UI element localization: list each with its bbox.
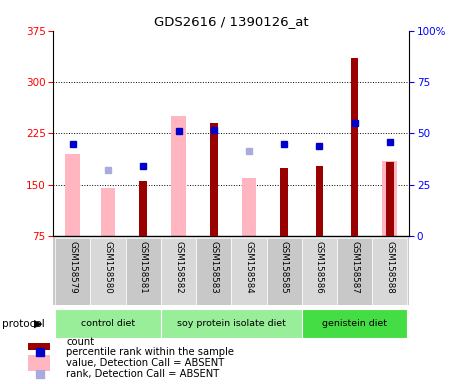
Text: soy protein isolate diet: soy protein isolate diet	[177, 319, 286, 328]
Bar	[171, 116, 186, 236]
Bar	[140, 181, 147, 236]
Text: count: count	[66, 337, 94, 347]
Bar	[266, 238, 302, 305]
Bar	[100, 188, 115, 236]
Text: GSM158585: GSM158585	[279, 242, 289, 294]
Bar	[386, 162, 394, 236]
Bar	[210, 123, 218, 236]
Bar	[126, 238, 161, 305]
Text: GSM158582: GSM158582	[174, 242, 183, 294]
Text: GSM158584: GSM158584	[245, 242, 253, 294]
Bar	[280, 168, 288, 236]
Bar	[196, 238, 231, 305]
Text: rank, Detection Call = ABSENT: rank, Detection Call = ABSENT	[66, 369, 219, 379]
Bar	[161, 238, 196, 305]
Text: GSM158580: GSM158580	[104, 242, 113, 294]
Text: GSM158586: GSM158586	[315, 242, 324, 294]
Bar	[91, 238, 126, 305]
Bar	[302, 309, 407, 338]
Bar	[316, 166, 323, 236]
Bar	[161, 309, 302, 338]
Bar	[55, 309, 161, 338]
Text: GSM158583: GSM158583	[209, 242, 218, 294]
Text: GSM158588: GSM158588	[385, 242, 394, 294]
Text: ▶: ▶	[33, 318, 42, 329]
Text: percentile rank within the sample: percentile rank within the sample	[66, 348, 234, 358]
Text: GSM158579: GSM158579	[68, 242, 77, 294]
Bar	[337, 238, 372, 305]
Bar	[351, 58, 359, 236]
Bar	[28, 334, 50, 349]
Bar	[241, 178, 256, 236]
Bar	[231, 238, 266, 305]
Bar	[302, 238, 337, 305]
Text: control diet: control diet	[81, 319, 135, 328]
Text: GSM158587: GSM158587	[350, 242, 359, 294]
Text: GSM158581: GSM158581	[139, 242, 148, 294]
Bar	[55, 238, 91, 305]
Title: GDS2616 / 1390126_at: GDS2616 / 1390126_at	[154, 15, 309, 28]
Bar	[66, 154, 80, 236]
Text: value, Detection Call = ABSENT: value, Detection Call = ABSENT	[66, 358, 224, 368]
Bar	[382, 161, 397, 236]
Bar	[28, 355, 50, 371]
Text: genistein diet: genistein diet	[322, 319, 387, 328]
Bar	[372, 238, 407, 305]
Text: protocol: protocol	[2, 318, 45, 329]
